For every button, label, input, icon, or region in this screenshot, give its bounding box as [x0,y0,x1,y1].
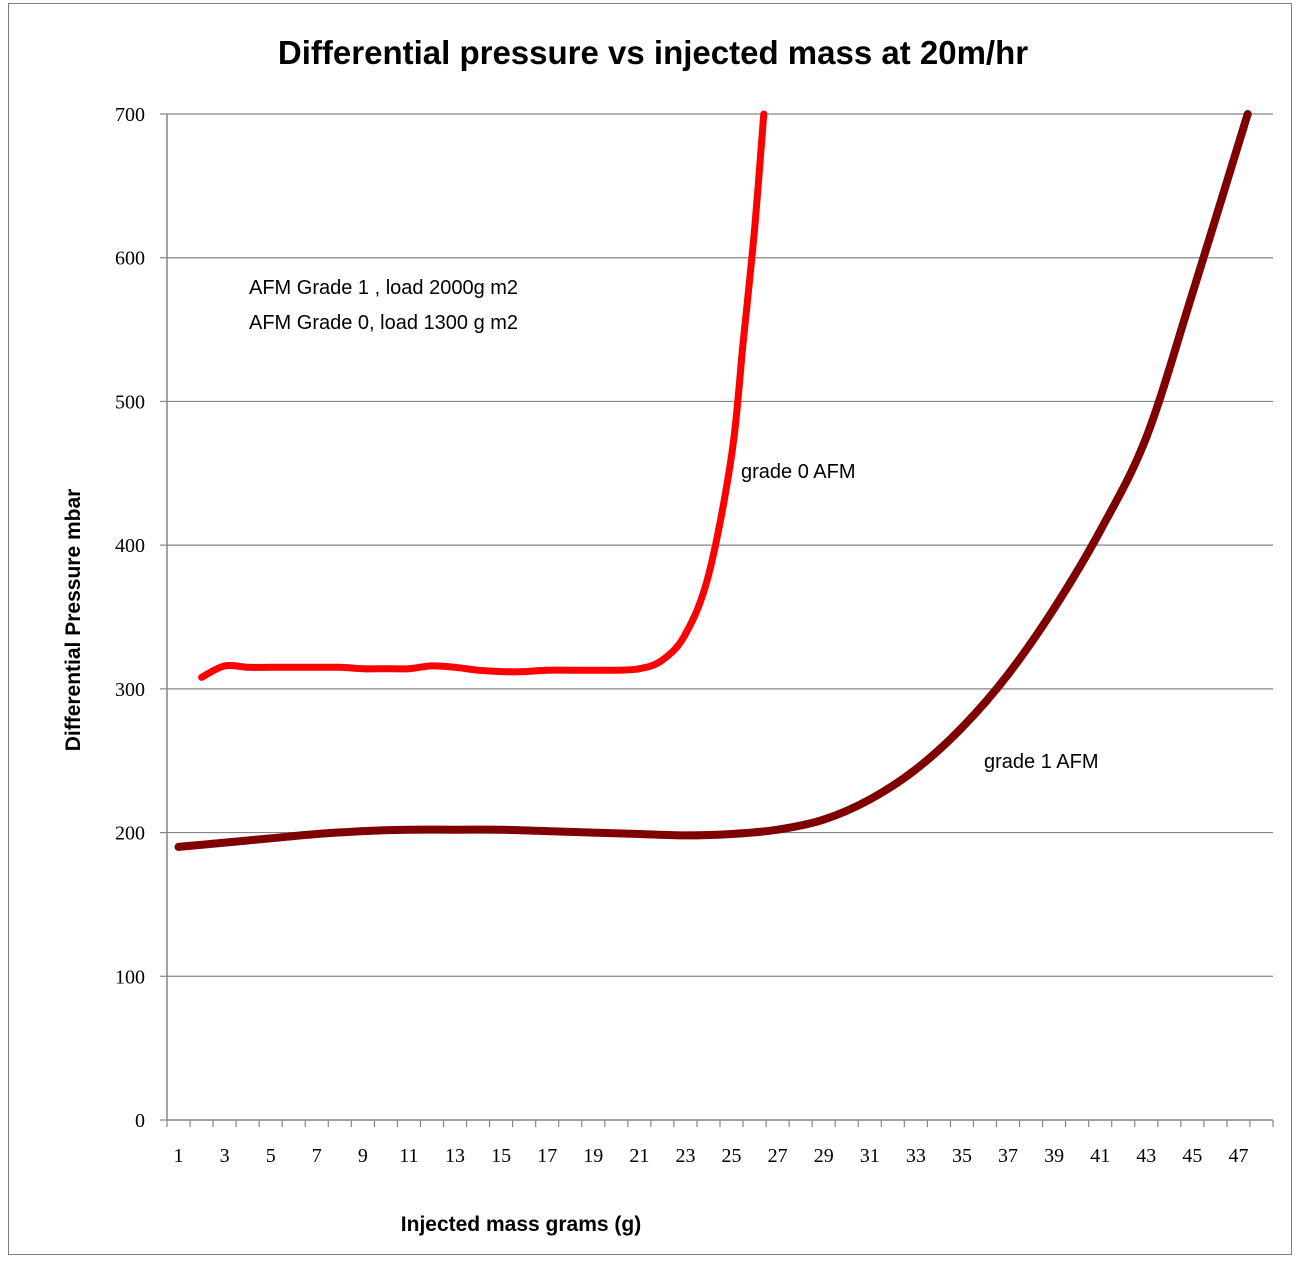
y-tick-label: 700 [115,104,145,126]
y-tick-label: 400 [115,535,145,557]
x-tick-label: 1 [174,1145,184,1167]
x-axis-title: Injected mass grams (g) [401,1213,641,1236]
x-tick-label: 37 [998,1145,1018,1167]
y-tick-label: 200 [115,823,145,845]
y-axis-ticks: 0 100 200 300 400 500 600 700 [115,104,167,1132]
y-tick-label: 0 [135,1110,145,1132]
x-tick-label: 23 [675,1145,695,1167]
y-tick-label: 500 [115,391,145,413]
y-tick-label: 300 [115,679,145,701]
x-tick-label: 33 [906,1145,926,1167]
x-tick-label: 41 [1090,1145,1110,1167]
x-tick-label: 47 [1228,1145,1248,1167]
series-line-grade-0-afm [198,110,768,681]
x-tick-label: 13 [445,1145,465,1167]
x-tick-label: 39 [1044,1145,1064,1167]
x-axis-ticks: 1 3 5 7 9 11 13 15 17 19 21 23 25 27 29 31 33 35 37 39 41 43 4… [166,1120,1274,1167]
y-axis-title: Differential Pressure mbar [62,489,85,752]
annotation-grade0-load: AFM Grade 0, load 1300 g m2 [249,312,518,334]
chart-title: Differential pressure vs injected mass a… [278,34,1028,71]
x-tick-label: 29 [814,1145,834,1167]
chart-area [8,3,1292,1255]
x-tick-label: 17 [537,1145,557,1167]
x-tick-label: 27 [768,1145,788,1167]
x-tick-label: 7 [312,1145,322,1167]
gridlines [167,113,1273,977]
series-label-grade1: grade 1 AFM [984,751,1099,773]
annotation-grade1-load: AFM Grade 1 , load 2000g m2 [249,277,518,299]
x-tick-label: 45 [1182,1145,1202,1167]
x-tick-label: 43 [1136,1145,1156,1167]
x-tick-label: 21 [629,1145,649,1167]
x-tick-label: 11 [399,1145,418,1167]
x-tick-label: 25 [722,1145,742,1167]
series-line-grade-1-afm [174,110,1252,851]
x-tick-label: 5 [266,1145,276,1167]
x-tick-label: 31 [860,1145,880,1167]
series-lines [174,110,1252,851]
x-tick-label: 3 [220,1145,230,1167]
x-tick-label: 19 [583,1145,603,1167]
y-tick-label: 600 [115,248,145,270]
x-tick-label: 15 [491,1145,511,1167]
x-tick-label: 35 [952,1145,972,1167]
x-tick-label: 9 [358,1145,368,1167]
y-tick-label: 100 [115,966,145,988]
series-label-grade0: grade 0 AFM [741,461,856,483]
